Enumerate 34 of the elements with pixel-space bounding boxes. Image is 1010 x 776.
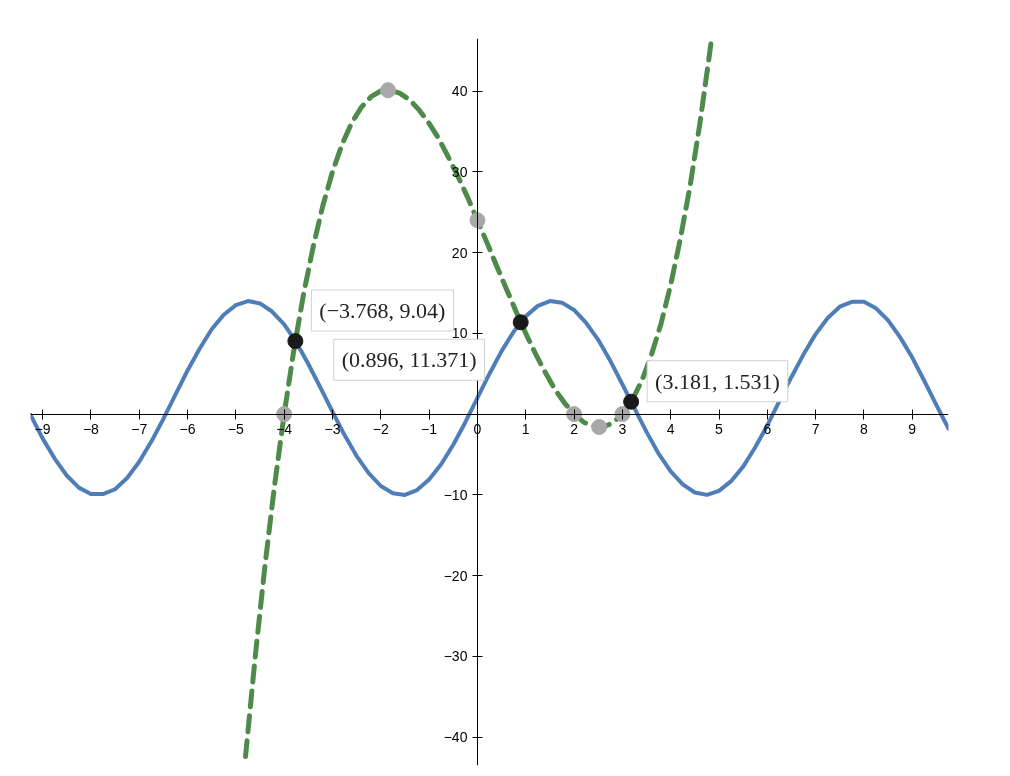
y-tick-label: 20: [451, 244, 468, 261]
y-tick-label: 40: [451, 83, 468, 100]
x-tick-label: −1: [421, 421, 438, 438]
x-tick-label: −5: [227, 421, 245, 438]
y-tick-label: −30: [443, 648, 468, 665]
x-tick-label: 2: [570, 421, 579, 438]
x-tick-label: −6: [179, 421, 196, 438]
y-tick-label: 10: [451, 325, 468, 342]
point: [591, 419, 608, 436]
x-tick-label: 3: [618, 421, 627, 438]
x-tick-label: −3: [324, 421, 341, 438]
y-tick-label: −40: [443, 729, 468, 746]
annotation: (0.896, 11.371): [341, 347, 477, 373]
point: [512, 314, 529, 331]
x-tick-label: 8: [860, 421, 869, 438]
y-tick-label: −10: [443, 486, 468, 503]
point: [566, 406, 583, 423]
x-tick-label: −2: [372, 421, 389, 438]
annotation: (3.181, 1.531): [655, 368, 780, 394]
x-tick-label: 5: [715, 421, 724, 438]
point: [469, 212, 486, 229]
point: [276, 406, 293, 423]
point: [623, 393, 640, 410]
x-tick-label: 4: [666, 421, 675, 438]
x-tick-label: 6: [763, 421, 772, 438]
point: [287, 333, 304, 350]
x-tick-label: −7: [131, 421, 148, 438]
y-tick-label: −20: [443, 567, 468, 584]
x-tick-label: −8: [82, 421, 100, 438]
point: [380, 82, 397, 99]
x-tick-label: 1: [521, 421, 530, 438]
x-tick-label: 7: [811, 421, 820, 438]
annotation: (−3.768, 9.04): [319, 298, 446, 324]
x-tick-label: 9: [908, 421, 917, 438]
